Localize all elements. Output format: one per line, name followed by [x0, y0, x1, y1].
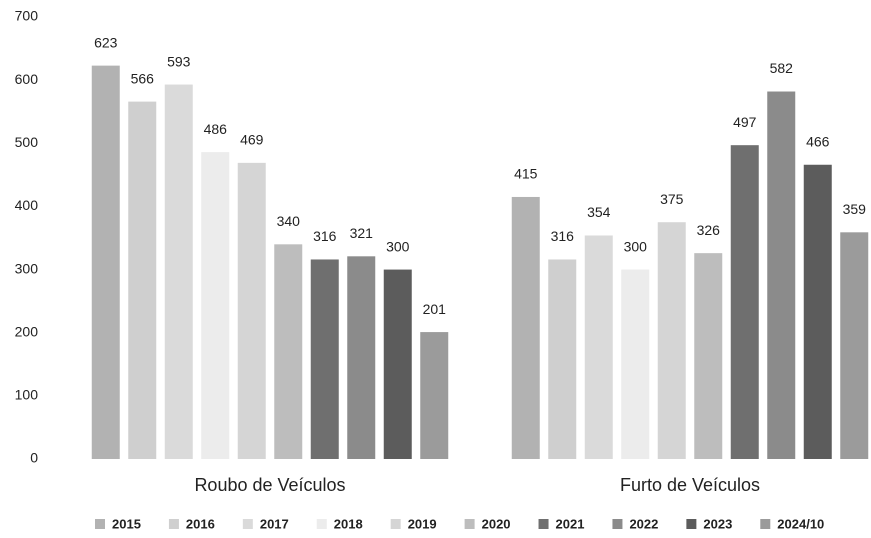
y-tick-label: 0	[30, 450, 38, 466]
legend-label: 2021	[556, 516, 585, 531]
bar	[201, 152, 230, 459]
legend-label: 2018	[334, 516, 363, 531]
data-label: 316	[551, 228, 575, 244]
legend-swatch	[168, 519, 179, 529]
data-label: 340	[277, 213, 301, 229]
legend-label: 2024/10	[777, 516, 824, 531]
bar	[767, 91, 796, 459]
data-label: 201	[423, 301, 447, 317]
data-label: 497	[733, 114, 757, 130]
category-label: Furto de Veículos	[620, 475, 760, 495]
data-label: 415	[514, 166, 538, 182]
data-label: 359	[843, 201, 867, 217]
legend-label: 2017	[260, 516, 289, 531]
legend-label: 2020	[482, 516, 511, 531]
bar	[420, 332, 449, 459]
legend-swatch	[686, 519, 697, 529]
data-label: 486	[204, 121, 228, 137]
legend-label: 2019	[408, 516, 437, 531]
bar	[274, 244, 303, 459]
legend-swatch	[760, 519, 771, 529]
y-tick-label: 700	[15, 8, 39, 24]
legend-swatch	[95, 519, 105, 529]
data-label: 623	[94, 34, 118, 50]
bar	[347, 256, 376, 459]
bar	[164, 84, 193, 459]
legend-label: 2022	[629, 516, 658, 531]
bar	[548, 259, 577, 459]
legend-swatch	[612, 519, 623, 529]
data-label: 300	[624, 238, 648, 254]
data-label: 593	[167, 53, 191, 69]
data-label: 321	[350, 225, 374, 241]
legend-swatch	[464, 519, 475, 529]
bar	[128, 101, 157, 460]
bar	[657, 222, 686, 459]
bar	[621, 269, 650, 459]
bar	[584, 235, 613, 459]
y-tick-label: 200	[15, 323, 39, 339]
data-label: 375	[660, 191, 684, 207]
legend-label: 2016	[186, 516, 215, 531]
bar	[383, 269, 412, 459]
y-tick-label: 100	[15, 387, 39, 403]
bar	[310, 259, 339, 459]
legend-label: 2023	[703, 516, 732, 531]
data-label: 466	[806, 133, 830, 149]
data-label: 316	[313, 228, 337, 244]
legend-label: 2015	[112, 516, 141, 531]
y-tick-label: 600	[15, 71, 39, 87]
bar	[511, 196, 540, 459]
data-label: 326	[697, 222, 721, 238]
bar	[840, 232, 869, 459]
y-tick-label: 300	[15, 260, 39, 276]
data-label: 469	[240, 132, 264, 148]
legend-swatch	[538, 519, 549, 529]
legend-swatch	[316, 519, 327, 529]
bar	[803, 164, 832, 460]
category-label: Roubo de Veículos	[194, 475, 345, 495]
bar	[694, 253, 723, 459]
bar	[237, 162, 266, 460]
data-label: 354	[587, 204, 611, 220]
legend-swatch	[242, 519, 253, 529]
y-tick-label: 400	[15, 197, 39, 213]
bar	[91, 65, 120, 460]
data-label: 566	[131, 70, 155, 86]
data-label: 582	[770, 60, 794, 76]
bar	[730, 145, 759, 459]
legend-swatch	[390, 519, 401, 529]
data-label: 300	[386, 238, 410, 254]
y-tick-label: 500	[15, 134, 39, 150]
